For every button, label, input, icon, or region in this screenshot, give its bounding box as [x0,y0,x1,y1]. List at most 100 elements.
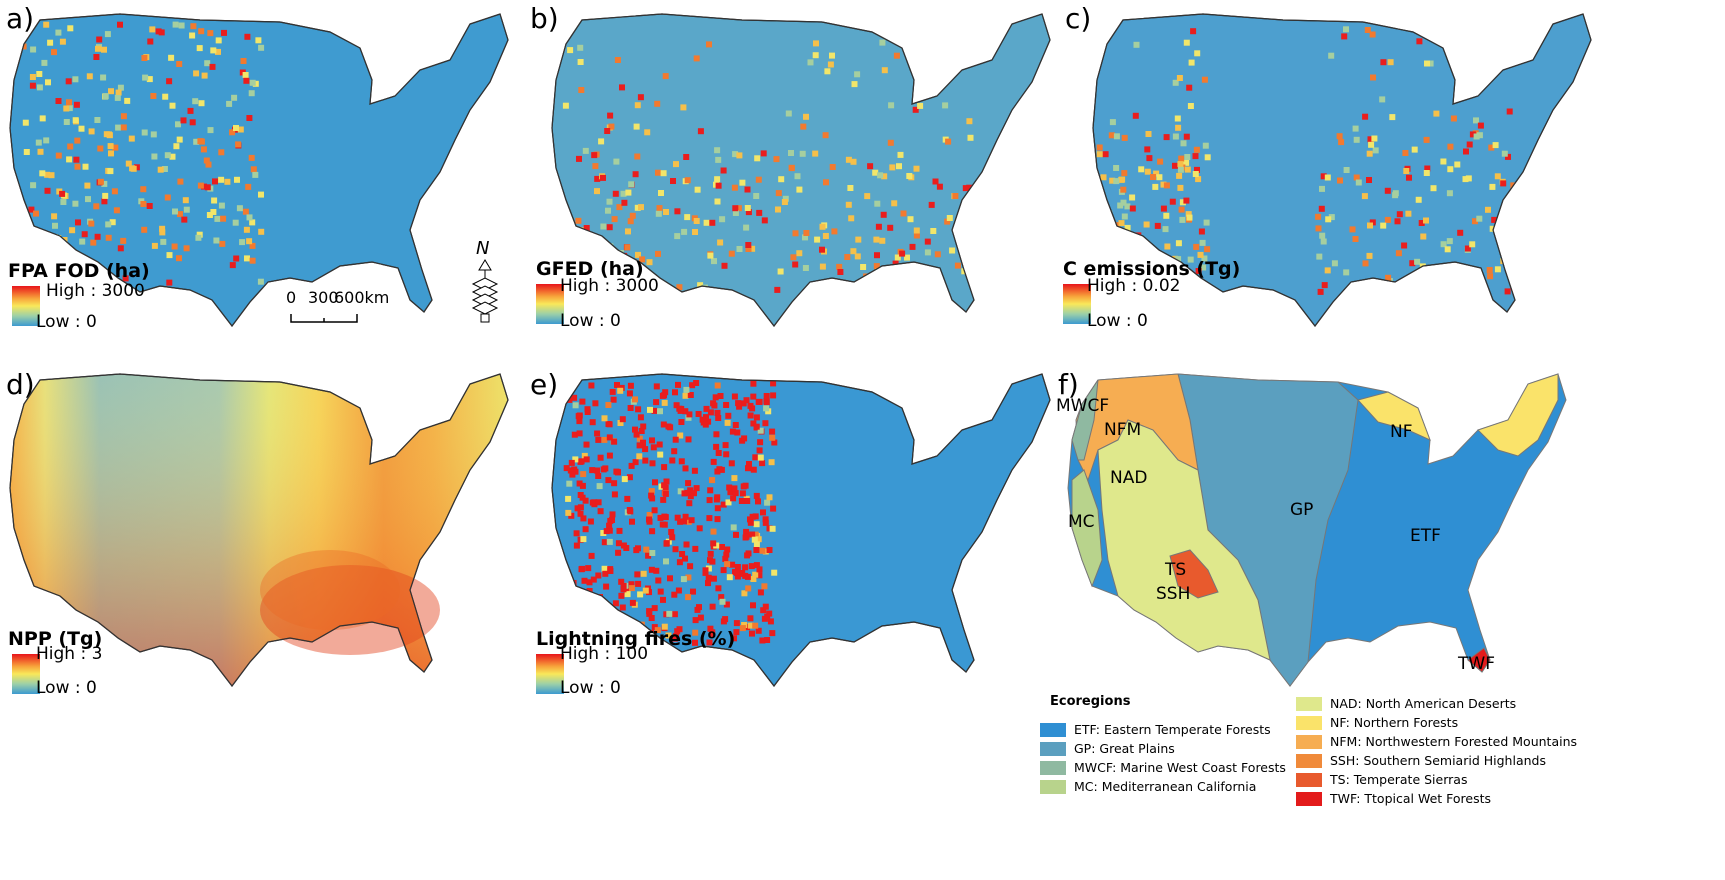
raster-cell [1508,260,1515,267]
raster-cell [697,128,704,135]
raster-cell [703,414,709,421]
raster-cell [673,402,680,409]
raster-cell [679,551,686,557]
raster-cell [1318,205,1325,212]
raster-cell [1415,196,1422,203]
ecoregion-legend-item: SSH: Southern Semiarid Highlands [1296,753,1546,768]
legend-title: FPA FOD (ha) [8,260,150,282]
raster-cell [582,250,588,257]
raster-cell [750,466,757,473]
raster-cell [643,546,650,553]
raster-cell [160,238,167,245]
raster-cell [103,131,110,138]
raster-cell [879,237,886,244]
ecoregion-swatch [1040,741,1066,756]
raster-cell [950,69,957,76]
raster-cell [707,625,714,632]
raster-cell [171,243,178,250]
raster-cell [85,196,91,203]
raster-cell [1113,133,1120,140]
raster-cell [634,571,641,578]
ecoregion-swatch [1040,722,1066,737]
raster-cell [709,630,716,637]
raster-cell [36,84,43,91]
raster-cell [657,514,664,521]
raster-cell [881,67,888,74]
raster-cell [603,528,610,535]
raster-cell [802,265,809,271]
ecoregion-label: NF: Northern Forests [1330,715,1459,730]
raster-cell [588,382,595,389]
raster-cell [649,437,655,444]
raster-cell [1336,133,1343,140]
raster-cell [577,230,584,237]
raster-cell [685,436,692,443]
raster-cell [639,256,646,263]
raster-cell [169,102,176,109]
raster-cell [611,216,618,223]
raster-cell [775,206,781,213]
raster-cell [1204,246,1211,253]
raster-cell [72,117,79,124]
raster-cell [149,26,156,33]
raster-cell [189,119,196,126]
raster-cell [73,101,80,108]
raster-cell [693,55,700,62]
raster-cell [874,200,881,207]
raster-cell [770,392,777,399]
raster-cell [656,205,663,212]
raster-cell [655,169,661,176]
raster-cell [571,394,578,401]
raster-cell [638,204,644,211]
raster-cell [683,541,690,548]
raster-cell [763,399,770,406]
raster-cell [563,465,570,472]
raster-cell [693,485,700,492]
raster-cell [572,456,579,463]
raster-cell [649,550,656,556]
raster-cell [101,46,107,53]
raster-cell [1424,165,1431,172]
raster-cell [1504,288,1511,295]
raster-cell [175,121,181,128]
raster-cell [872,169,879,176]
raster-cell [28,206,35,213]
raster-cell [823,179,829,186]
raster-cell [606,538,613,545]
raster-cell [1184,166,1191,173]
raster-cell [695,411,702,417]
raster-cell [150,131,157,138]
raster-cell [763,393,770,399]
raster-cell [642,446,649,453]
raster-cell [627,405,634,411]
raster-cell [1395,250,1402,257]
raster-cell [1369,219,1376,226]
raster-cell [97,145,104,152]
scale-label-300: 300 [308,288,339,307]
raster-cell [613,158,620,165]
map-label-nf: NF [1390,422,1413,442]
raster-cell [720,501,727,508]
raster-cell [204,184,211,191]
panel-letter: c) [1065,2,1092,35]
raster-cell [1362,113,1369,120]
color-ramp [12,654,40,694]
raster-cell [714,409,721,416]
raster-cell [717,393,724,399]
raster-cell [764,613,771,620]
raster-cell [1176,172,1183,179]
raster-cell [766,547,773,553]
raster-cell [773,156,780,163]
raster-cell [756,447,763,454]
raster-cell [1338,139,1345,146]
raster-cell [610,396,617,403]
raster-cell [666,610,673,617]
raster-cell [35,139,42,146]
raster-cell [124,97,131,104]
raster-cell [762,519,769,526]
raster-cell [686,500,693,507]
raster-cell [744,186,751,193]
raster-cell [899,250,906,257]
raster-cell [667,424,674,431]
raster-cell [746,461,752,467]
